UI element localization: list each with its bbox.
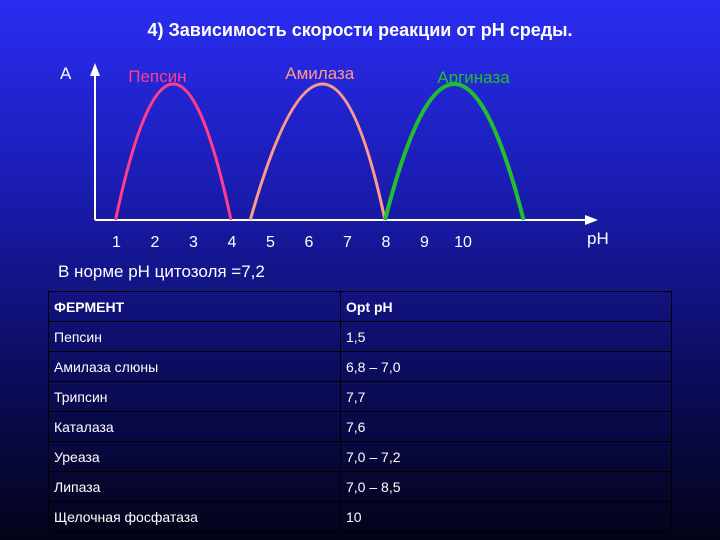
- opt-ph-value: 10: [340, 501, 672, 532]
- enzyme-name: Трипсин: [48, 381, 341, 412]
- enzyme-name: Амилаза слюны: [48, 351, 341, 382]
- x-tick-label: 1: [112, 234, 121, 251]
- x-tick-label: 8: [382, 234, 391, 251]
- enzyme-name: Пепсин: [48, 321, 341, 352]
- curve-labels: Пепсин Амилаза Аргиназа: [128, 64, 510, 87]
- enzyme-name: Каталаза: [48, 411, 341, 442]
- curve-label: Пепсин: [128, 67, 186, 86]
- curve-1: [114, 82, 233, 221]
- header-enzyme: ФЕРМЕНТ: [48, 291, 341, 322]
- x-axis-label: рН: [587, 229, 609, 248]
- y-axis-label: А: [60, 64, 72, 83]
- y-axis-arrow: [90, 63, 100, 76]
- x-tick-label: 6: [305, 234, 314, 251]
- table-row: Каталаза 7,6: [48, 411, 672, 442]
- opt-ph-value: 7,7: [340, 381, 672, 412]
- enzyme-table: ФЕРМЕНТ Opt pH Пепсин 1,5 Амилаза слюны …: [48, 291, 672, 532]
- enzyme-name: Липаза: [48, 471, 341, 502]
- curve-label: Амилаза: [285, 64, 355, 83]
- x-tick-labels: 1 2 3 4 5 6 7 8 9 10: [112, 234, 472, 251]
- cytosol-ph-note: В норме рН цитозоля =7,2: [58, 262, 265, 281]
- table-row: Уреаза 7,0 – 7,2: [48, 441, 672, 472]
- enzyme-name: Уреаза: [48, 441, 341, 472]
- curve-2: [248, 82, 387, 221]
- curve-label: Аргиназа: [437, 68, 510, 87]
- opt-ph-value: 1,5: [340, 321, 672, 352]
- table-row: Амилаза слюны 6,8 – 7,0: [48, 351, 672, 382]
- opt-ph-value: 7,6: [340, 411, 672, 442]
- x-tick-label: 4: [228, 234, 237, 251]
- x-tick-label: 3: [189, 234, 198, 251]
- x-tick-label: 9: [420, 234, 429, 251]
- enzyme-name: Щелочная фосфатаза: [48, 501, 341, 532]
- table-header-row: ФЕРМЕНТ Opt pH: [48, 291, 672, 322]
- x-tick-label: 7: [343, 234, 352, 251]
- header-opt-ph: Opt pH: [340, 291, 672, 322]
- x-tick-label: 2: [151, 234, 160, 251]
- curve-3: [383, 82, 526, 221]
- table-row: Липаза 7,0 – 8,5: [48, 471, 672, 502]
- table-row: Пепсин 1,5: [48, 321, 672, 352]
- table-row: Трипсин 7,7: [48, 381, 672, 412]
- opt-ph-value: 7,0 – 8,5: [340, 471, 672, 502]
- axes: А рН: [60, 63, 609, 248]
- opt-ph-value: 7,0 – 7,2: [340, 441, 672, 472]
- ph-activity-diagram: А рН Пепсин Амилаза Аргиназа 1 2 3 4 5 6 7 8 9 10: [60, 63, 609, 251]
- curves: [114, 82, 526, 221]
- opt-ph-value: 6,8 – 7,0: [340, 351, 672, 382]
- x-tick-label: 5: [266, 234, 275, 251]
- slide-title: 4) Зависимость скорости реакции от рН ср…: [147, 20, 573, 40]
- x-axis-arrow: [585, 215, 598, 225]
- table-row: Щелочная фосфатаза 10: [48, 501, 672, 532]
- x-tick-label: 10: [454, 234, 472, 251]
